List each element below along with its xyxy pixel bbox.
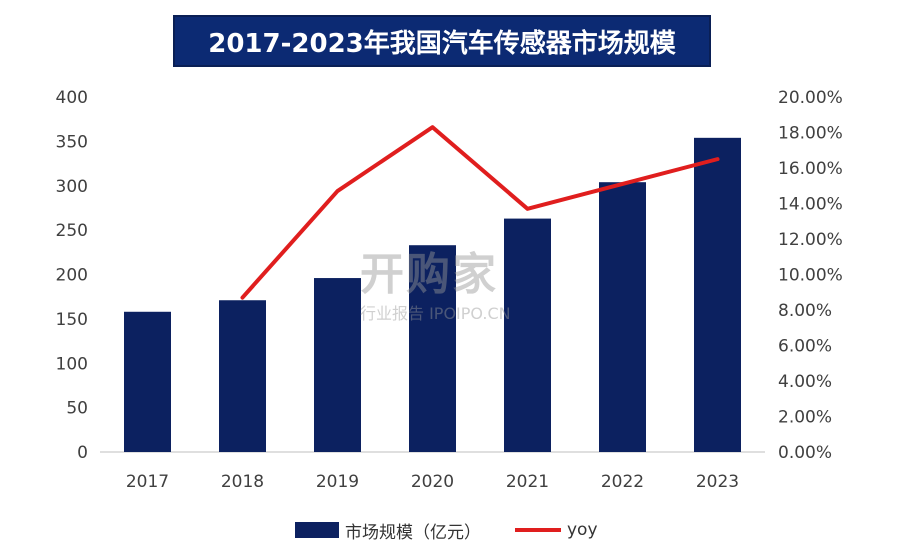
x-tick-label: 2021 <box>506 472 549 492</box>
y-right-tick-label: 2.00% <box>778 408 832 428</box>
y-right-tick-label: 10.00% <box>778 266 843 286</box>
legend-bar-swatch <box>295 522 339 538</box>
bar <box>124 311 171 452</box>
y-right-tick-label: 12.00% <box>778 230 843 250</box>
legend-line-label: yoy <box>567 520 598 540</box>
bar <box>694 137 741 452</box>
legend-bar-label: 市场规模（亿元） <box>345 522 481 543</box>
legend-line-swatch <box>515 528 561 532</box>
y-left-tick-label: 0 <box>77 443 88 463</box>
y-right-tick-label: 4.00% <box>778 372 832 392</box>
x-tick-label: 2017 <box>126 472 169 492</box>
chart-title: 2017-2023年我国汽车传感器市场规模 <box>173 15 711 67</box>
x-tick-label: 2019 <box>316 472 359 492</box>
y-right-tick-label: 14.00% <box>778 195 843 215</box>
y-left-tick-label: 400 <box>56 88 88 108</box>
yoy-line <box>240 125 720 300</box>
bar <box>504 218 551 452</box>
x-tick-label: 2018 <box>221 472 264 492</box>
y-left-tick-label: 200 <box>56 266 88 286</box>
bar <box>219 300 266 452</box>
x-tick-label: 2023 <box>696 472 739 492</box>
bar <box>409 245 456 452</box>
x-tick-label: 2020 <box>411 472 454 492</box>
bar <box>314 278 361 452</box>
y-right-tick-label: 16.00% <box>778 159 843 179</box>
y-left-tick-label: 250 <box>56 221 88 241</box>
y-right-tick-label: 18.00% <box>778 124 843 144</box>
y-right-tick-label: 0.00% <box>778 443 832 463</box>
y-left-tick-label: 150 <box>56 310 88 330</box>
legend: 市场规模（亿元） yoy <box>295 518 598 543</box>
y-left-tick-label: 50 <box>66 399 88 419</box>
y-left-tick-label: 300 <box>56 177 88 197</box>
y-right-tick-label: 6.00% <box>778 337 832 357</box>
y-right-tick-label: 8.00% <box>778 301 832 321</box>
y-left-tick-label: 350 <box>56 132 88 152</box>
y-left-tick-label: 100 <box>56 354 88 374</box>
y-right-tick-label: 20.00% <box>778 88 843 108</box>
bar <box>599 182 646 452</box>
x-tick-label: 2022 <box>601 472 644 492</box>
